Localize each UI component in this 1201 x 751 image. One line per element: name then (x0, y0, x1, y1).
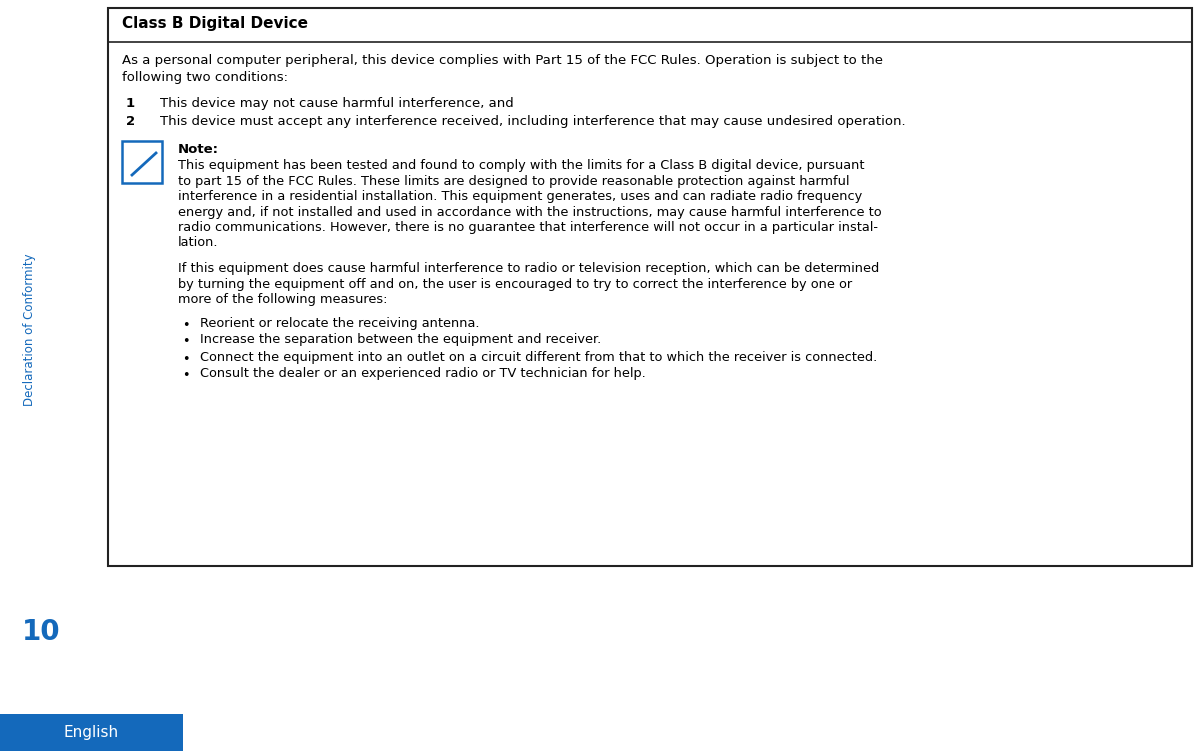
Text: 2: 2 (126, 115, 136, 128)
Text: •: • (183, 336, 190, 348)
Text: Reorient or relocate the receiving antenna.: Reorient or relocate the receiving anten… (201, 316, 479, 330)
Text: 10: 10 (22, 618, 60, 646)
Text: As a personal computer peripheral, this device complies with Part 15 of the FCC : As a personal computer peripheral, this … (123, 54, 883, 67)
Text: •: • (183, 318, 190, 331)
Text: •: • (183, 369, 190, 382)
Text: 1: 1 (126, 97, 136, 110)
Text: radio communications. However, there is no guarantee that interference will not : radio communications. However, there is … (178, 221, 878, 234)
Text: to part 15 of the FCC Rules. These limits are designed to provide reasonable pro: to part 15 of the FCC Rules. These limit… (178, 174, 849, 188)
Text: English: English (64, 725, 119, 740)
Text: •: • (183, 352, 190, 366)
Text: Increase the separation between the equipment and receiver.: Increase the separation between the equi… (201, 333, 602, 346)
Text: following two conditions:: following two conditions: (123, 71, 288, 84)
Text: energy and, if not installed and used in accordance with the instructions, may c: energy and, if not installed and used in… (178, 206, 882, 219)
Text: This device must accept any interference received, including interference that m: This device must accept any interference… (160, 115, 906, 128)
Text: by turning the equipment off and on, the user is encouraged to try to correct th: by turning the equipment off and on, the… (178, 278, 853, 291)
Text: interference in a residential installation. This equipment generates, uses and c: interference in a residential installati… (178, 190, 862, 203)
Text: If this equipment does cause harmful interference to radio or television recepti: If this equipment does cause harmful int… (178, 262, 879, 275)
Text: more of the following measures:: more of the following measures: (178, 293, 388, 306)
Text: This device may not cause harmful interference, and: This device may not cause harmful interf… (160, 97, 514, 110)
Text: Connect the equipment into an outlet on a circuit different from that to which t: Connect the equipment into an outlet on … (201, 351, 877, 363)
Text: Note:: Note: (178, 143, 219, 156)
Text: lation.: lation. (178, 237, 219, 249)
Text: Declaration of Conformity: Declaration of Conformity (24, 254, 36, 406)
Text: Class B Digital Device: Class B Digital Device (123, 16, 307, 31)
Text: Consult the dealer or an experienced radio or TV technician for help.: Consult the dealer or an experienced rad… (201, 367, 646, 381)
Text: This equipment has been tested and found to comply with the limits for a Class B: This equipment has been tested and found… (178, 159, 865, 172)
